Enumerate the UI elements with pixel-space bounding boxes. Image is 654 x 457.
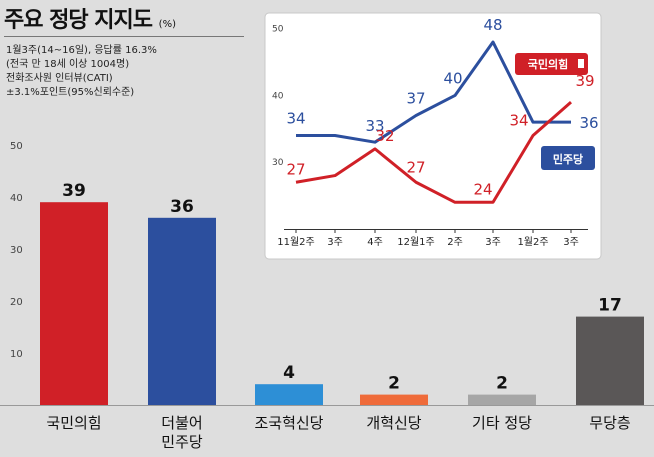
line-series-minjoo [296,40,571,144]
bar [255,384,323,405]
survey-line: ±3.1%포인트(95%신뢰수준) [6,87,135,98]
y-tick-label: 20 [10,297,23,308]
bar [576,316,644,405]
line-data-label: 34 [509,112,528,130]
line-data-label: 48 [483,16,502,34]
ppp-tag-label: 국민의힘 [528,57,568,71]
line-y-tick-label: 30 [272,158,284,168]
bar-value-label: 4 [283,363,295,383]
bar-value-label: 2 [388,374,400,394]
line-y-tick-label: 40 [272,91,284,101]
line-x-tick-label: 1월2주 [517,236,548,248]
title-divider [4,36,244,37]
bar [360,394,428,405]
bar-category-label: 국민의힘 [46,414,101,432]
bar-value-label: 17 [598,296,622,316]
y-tick-label: 30 [10,245,23,256]
survey-line: 1월3주(14~16일), 응답률 16.3% [6,45,157,56]
unit-label: (%) [158,19,176,30]
survey-line: 전화조사원 인터뷰(CATI) [6,73,113,84]
ppp-tag-icon [578,59,584,68]
category-line: 더불어 [161,414,202,432]
line-data-label: 27 [286,160,305,178]
bar-category-label: 조국혁신당 [254,414,323,432]
bar [40,202,108,405]
line-x-tick-label: 11월2주 [277,236,315,248]
minjoo-tag-box [541,146,595,170]
y-tick-label: 50 [10,141,23,152]
line-data-label: 32 [375,127,394,145]
chart-title-text: 주요 정당 지지도 [4,8,153,33]
category-line: 국민의힘 [46,414,101,432]
chart-title: 주요 정당 지지도 (%) [4,2,176,34]
line-data-label: 34 [286,110,305,128]
bar-category-label: 기타 정당 [472,414,532,432]
line-x-tick-label: 4주 [367,237,383,248]
line-data-label: 33 [365,117,384,135]
survey-info: 1월3주(14~16일), 응답률 16.3% (전국 만 18세 이상 100… [6,44,157,100]
line-data-label: 39 [575,72,594,90]
category-line: 민주당 [161,433,203,451]
bar [148,217,216,405]
line-data-label: 24 [473,180,492,198]
ppp-tag-box [515,53,588,75]
line-y-tick-label: 50 [272,25,284,35]
bar-value-label: 39 [62,181,86,201]
line-x-tick-label: 3주 [485,237,501,248]
bar-value-label: 2 [496,374,508,394]
minjoo-tag-label: 민주당 [553,152,583,166]
category-line: 조국혁신당 [254,414,323,432]
bar-category-label: 개혁신당 [366,414,421,432]
category-line: 개혁신당 [366,414,421,432]
line-x-tick-label: 12월1주 [397,236,435,248]
bar [468,394,536,405]
line-x-tick-label: 3주 [327,237,343,248]
y-tick-label: 40 [10,193,23,204]
y-tick-label: 10 [10,349,23,360]
bar-value-label: 36 [170,197,194,217]
category-line: 무당층 [589,414,630,432]
bar-category-label: 더불어 민주당 [161,414,203,451]
line-x-tick-label: 2주 [447,237,463,248]
survey-line: (전국 만 18세 이상 1004명) [6,59,130,70]
bar-category-label: 무당층 [589,414,630,432]
line-data-label: 40 [443,69,462,87]
line-data-label: 37 [406,89,425,107]
line-x-tick-label: 3주 [563,237,579,248]
line-data-label: 27 [406,158,425,176]
line-data-label: 36 [579,114,598,132]
category-line: 기타 정당 [472,414,532,432]
line-series-ppp [295,101,572,204]
